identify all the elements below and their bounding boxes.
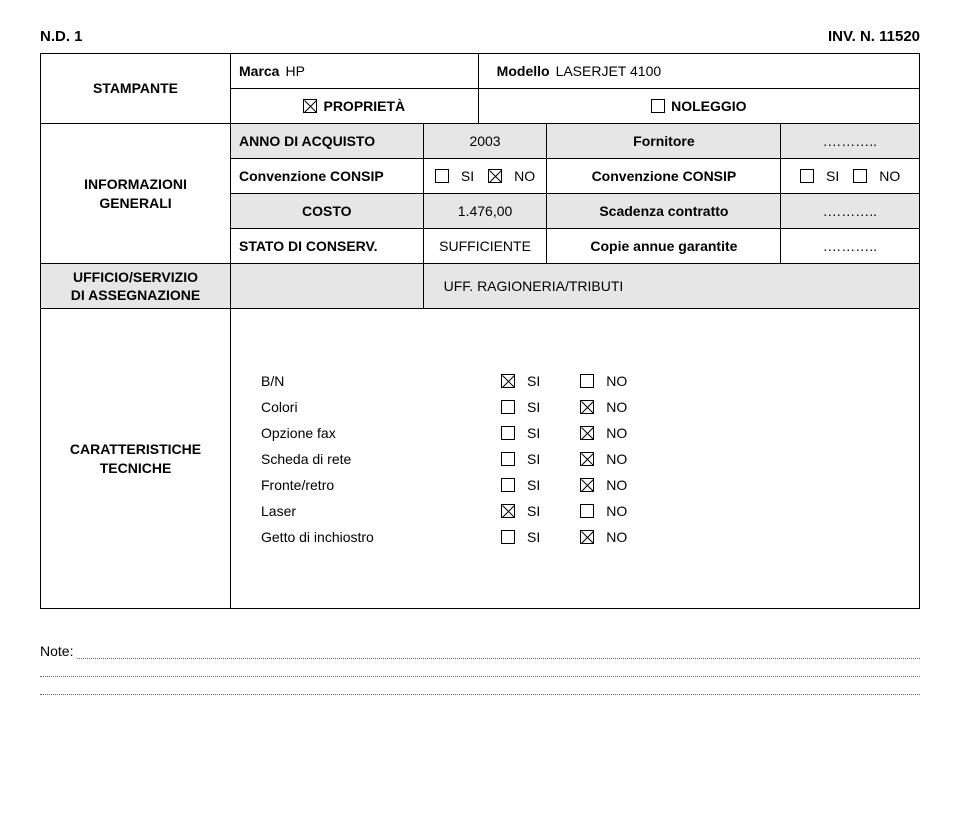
char-label: Colori [261, 399, 501, 415]
stato-label: STATO DI CONSERV. [239, 238, 377, 254]
char-row: Fronte/retroSINO [261, 477, 909, 493]
row-marca-modello: Marca HP Modello LASERJET 4100 [231, 54, 919, 88]
checkbox-si[interactable] [501, 374, 515, 388]
costo-value: 1.476,00 [458, 203, 513, 219]
ufficio-value: UFF. RAGIONERIA/TRIBUTI [444, 278, 624, 294]
checkbox-si[interactable] [501, 530, 515, 544]
sidecell-ufficio: UFFICIO/SERVIZIO DI ASSEGNAZIONE [41, 264, 231, 309]
anno-value: 2003 [469, 133, 500, 149]
checkbox-si[interactable] [501, 478, 515, 492]
notes-line-2 [40, 659, 920, 677]
proprieta-label: PROPRIETÀ [323, 98, 405, 114]
checkbox-conv1-si[interactable] [435, 169, 449, 183]
scadenza-label: Scadenza contratto [599, 203, 728, 219]
checkbox-conv1-no[interactable] [488, 169, 502, 183]
checkbox-si[interactable] [501, 452, 515, 466]
convenzione-label-1: Convenzione CONSIP [239, 168, 384, 184]
marca-value: HP [285, 63, 304, 79]
header-right: INV. N. 11520 [828, 28, 920, 45]
char-row: ColoriSINO [261, 399, 909, 415]
notes-section: Note: [40, 643, 920, 695]
noleggio-label: NOLEGGIO [671, 98, 746, 114]
char-row: Opzione faxSINO [261, 425, 909, 441]
row-costo: COSTO 1.476,00 Scadenza contratto .……….. [231, 194, 919, 228]
marca-label: Marca [239, 63, 279, 79]
copie-value: .……….. [823, 238, 877, 254]
char-row: LaserSINO [261, 503, 909, 519]
checkbox-conv2-si[interactable] [800, 169, 814, 183]
page-header: N.D. 1 INV. N. 11520 [40, 28, 920, 45]
checkbox-conv2-no[interactable] [853, 169, 867, 183]
char-row: B/NSINO [261, 373, 909, 389]
costo-label: COSTO [302, 203, 352, 219]
checkbox-noleggio[interactable] [651, 99, 665, 113]
char-label: Opzione fax [261, 425, 501, 441]
char-label: Laser [261, 503, 501, 519]
checkbox-si[interactable] [501, 426, 515, 440]
checkbox-no[interactable] [580, 478, 594, 492]
sidecell-stampante: STAMPANTE [41, 54, 231, 124]
anno-label: ANNO DI ACQUISTO [239, 133, 375, 149]
row-ufficio: UFF. RAGIONERIA/TRIBUTI [231, 264, 919, 308]
checkbox-si[interactable] [501, 504, 515, 518]
char-row: Getto di inchiostroSINO [261, 529, 909, 545]
header-left: N.D. 1 [40, 28, 83, 45]
checkbox-no[interactable] [580, 400, 594, 414]
checkbox-no[interactable] [580, 504, 594, 518]
convenzione-label-2: Convenzione CONSIP [592, 168, 737, 184]
char-label: Scheda di rete [261, 451, 501, 467]
notes-line-3 [40, 677, 920, 695]
sidecell-informazioni: INFORMAZIONI GENERALI [41, 124, 231, 264]
modello-value: LASERJET 4100 [556, 63, 662, 79]
notes-line-1 [77, 645, 920, 659]
row-stato: STATO DI CONSERV. SUFFICIENTE Copie annu… [231, 229, 919, 263]
notes-label: Note: [40, 643, 77, 659]
char-row: Scheda di reteSINO [261, 451, 909, 467]
characteristics-block: B/NSINO ColoriSINO Opzione faxSINO Scheda d… [231, 343, 919, 575]
char-label: Fronte/retro [261, 477, 501, 493]
checkbox-no[interactable] [580, 452, 594, 466]
copie-label: Copie annue garantite [590, 238, 737, 254]
fornitore-value: .……….. [823, 133, 877, 149]
checkbox-no[interactable] [580, 426, 594, 440]
char-label: Getto di inchiostro [261, 529, 501, 545]
char-label: B/N [261, 373, 501, 389]
scadenza-value: .……….. [823, 203, 877, 219]
checkbox-si[interactable] [501, 400, 515, 414]
row-proprieta-noleggio: PROPRIETÀ NOLEGGIO [231, 89, 919, 123]
checkbox-no[interactable] [580, 530, 594, 544]
row-anno-fornitore: ANNO DI ACQUISTO 2003 Fornitore .……….. [231, 124, 919, 158]
row-convenzione: Convenzione CONSIP SI NO Convenzione CON… [231, 159, 919, 193]
modello-label: Modello [497, 63, 550, 79]
checkbox-proprieta[interactable] [303, 99, 317, 113]
fornitore-label: Fornitore [633, 133, 694, 149]
main-table: STAMPANTE Marca HP Modello LASERJET 4100… [40, 53, 920, 609]
stato-value: SUFFICIENTE [439, 238, 531, 254]
checkbox-no[interactable] [580, 374, 594, 388]
sidecell-caratteristiche: CARATTERISTICHE TECNICHE [41, 309, 231, 609]
